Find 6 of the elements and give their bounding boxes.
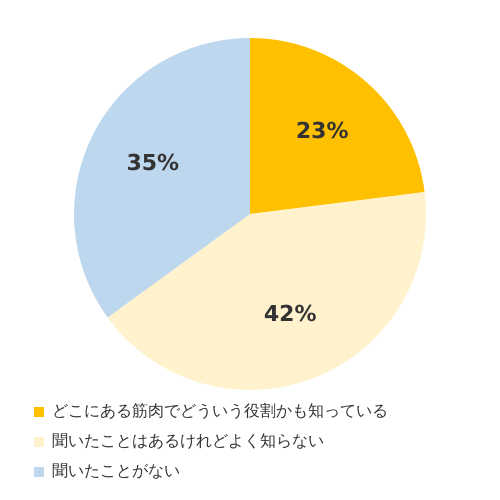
legend-label: 聞いたことがない bbox=[52, 461, 180, 480]
legend-label: どこにある筋肉でどういう役割かも知っている bbox=[52, 401, 388, 420]
data-label: 23% bbox=[296, 118, 348, 144]
data-label: 35% bbox=[126, 151, 180, 176]
legend-label: 聞いたことはあるけれどよく知らない bbox=[52, 431, 324, 450]
data-label: 42% bbox=[264, 302, 317, 328]
